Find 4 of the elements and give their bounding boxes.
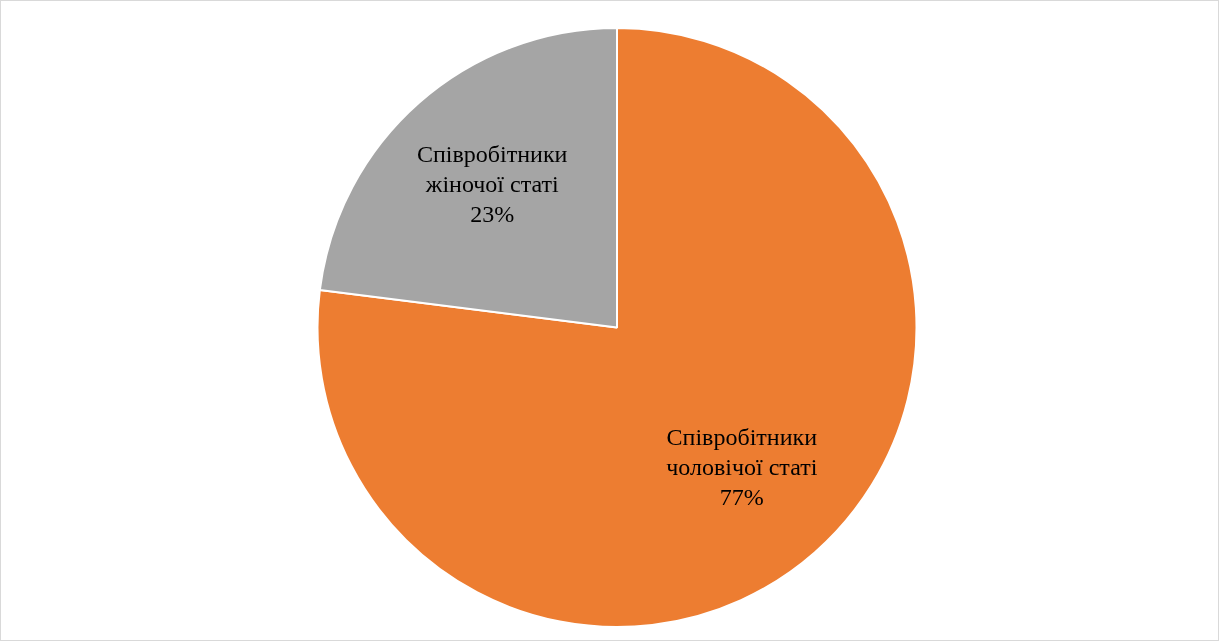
data-label: 77% — [719, 484, 764, 511]
slice-label: Співробітники жіночої статі — [417, 141, 568, 198]
slice-label: Співробітники чоловічої статі — [666, 424, 818, 481]
data-label: 23% — [470, 201, 515, 228]
